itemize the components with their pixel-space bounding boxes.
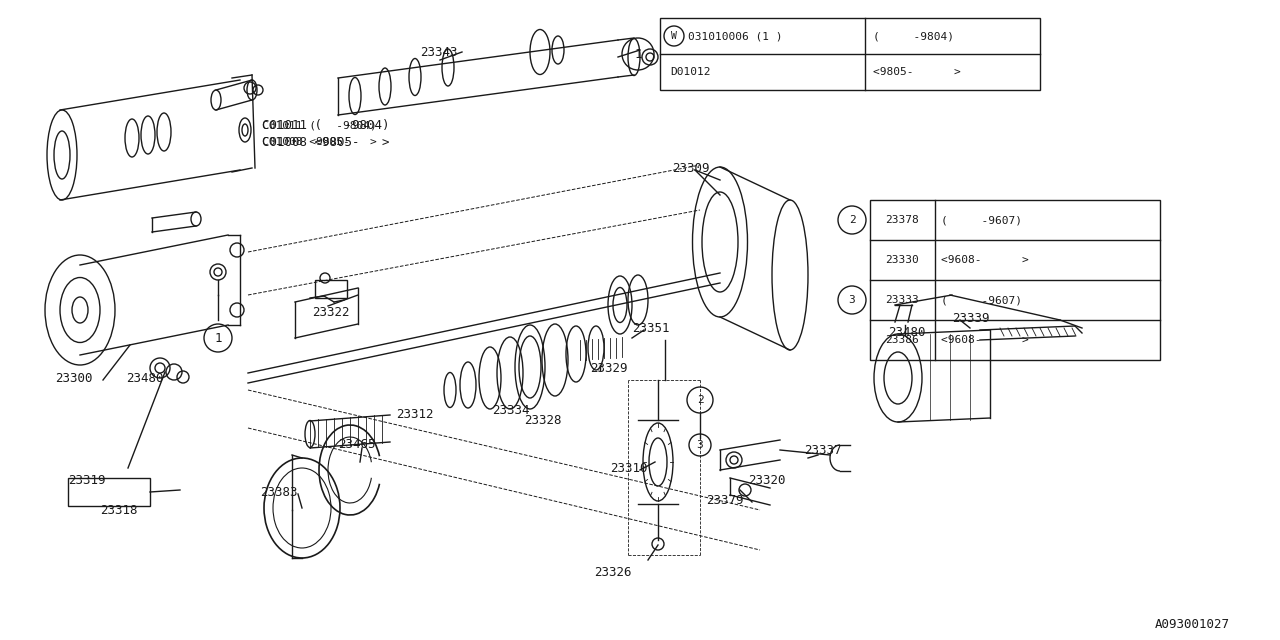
Text: 23326: 23326 (594, 566, 631, 579)
Text: 23328: 23328 (524, 413, 562, 426)
Text: 23322: 23322 (312, 305, 349, 319)
Text: 23378: 23378 (886, 215, 919, 225)
Text: (     -9607): ( -9607) (941, 215, 1021, 225)
Text: C01011 (   -9804): C01011 ( -9804) (262, 120, 376, 130)
Text: 23343: 23343 (420, 45, 457, 58)
Text: 23318: 23318 (100, 504, 137, 516)
Text: <9608-      >: <9608- > (941, 255, 1029, 265)
Text: <9805-      >: <9805- > (873, 67, 961, 77)
Text: 1: 1 (214, 332, 221, 344)
Text: 23320: 23320 (748, 474, 786, 486)
Text: 23312: 23312 (396, 408, 434, 422)
Text: 23465: 23465 (338, 438, 375, 451)
Text: 23379: 23379 (707, 493, 744, 506)
Text: W: W (671, 31, 677, 41)
Text: A093001027: A093001027 (1155, 618, 1230, 632)
Text: 23329: 23329 (590, 362, 627, 374)
Bar (870, 200, 1160, 360)
Text: 23386: 23386 (886, 335, 919, 345)
Bar (660, 18, 1039, 90)
Text: 3: 3 (849, 295, 855, 305)
Text: 23330: 23330 (886, 255, 919, 265)
Text: 23339: 23339 (952, 312, 989, 324)
Text: 2: 2 (849, 215, 855, 225)
Text: (     -9804): ( -9804) (873, 31, 954, 41)
Text: 031010006 (1 ): 031010006 (1 ) (689, 31, 782, 41)
Text: C01008 <9805-   >: C01008 <9805- > (262, 136, 389, 148)
Text: (     -9607): ( -9607) (941, 295, 1021, 305)
Text: D01012: D01012 (669, 67, 710, 77)
Text: 23351: 23351 (632, 321, 669, 335)
Text: 23337: 23337 (804, 444, 841, 456)
Text: 23319: 23319 (68, 474, 105, 486)
Text: C01008 <9805-   >: C01008 <9805- > (262, 137, 376, 147)
Bar (68, 478, 150, 506)
Text: 23480: 23480 (888, 326, 925, 339)
Bar (315, 280, 347, 298)
Text: 1: 1 (635, 47, 641, 61)
Text: 3: 3 (696, 440, 704, 450)
Text: 23383: 23383 (260, 486, 297, 499)
Text: 23333: 23333 (886, 295, 919, 305)
Text: C01011 (   -9804): C01011 ( -9804) (262, 118, 389, 131)
Text: 23480: 23480 (125, 371, 164, 385)
Text: 23334: 23334 (492, 403, 530, 417)
Text: 23300: 23300 (55, 371, 92, 385)
Text: 23309: 23309 (672, 161, 709, 175)
Text: 23310: 23310 (611, 461, 648, 474)
Text: <9608-      >: <9608- > (941, 335, 1029, 345)
Text: 2: 2 (696, 395, 704, 405)
